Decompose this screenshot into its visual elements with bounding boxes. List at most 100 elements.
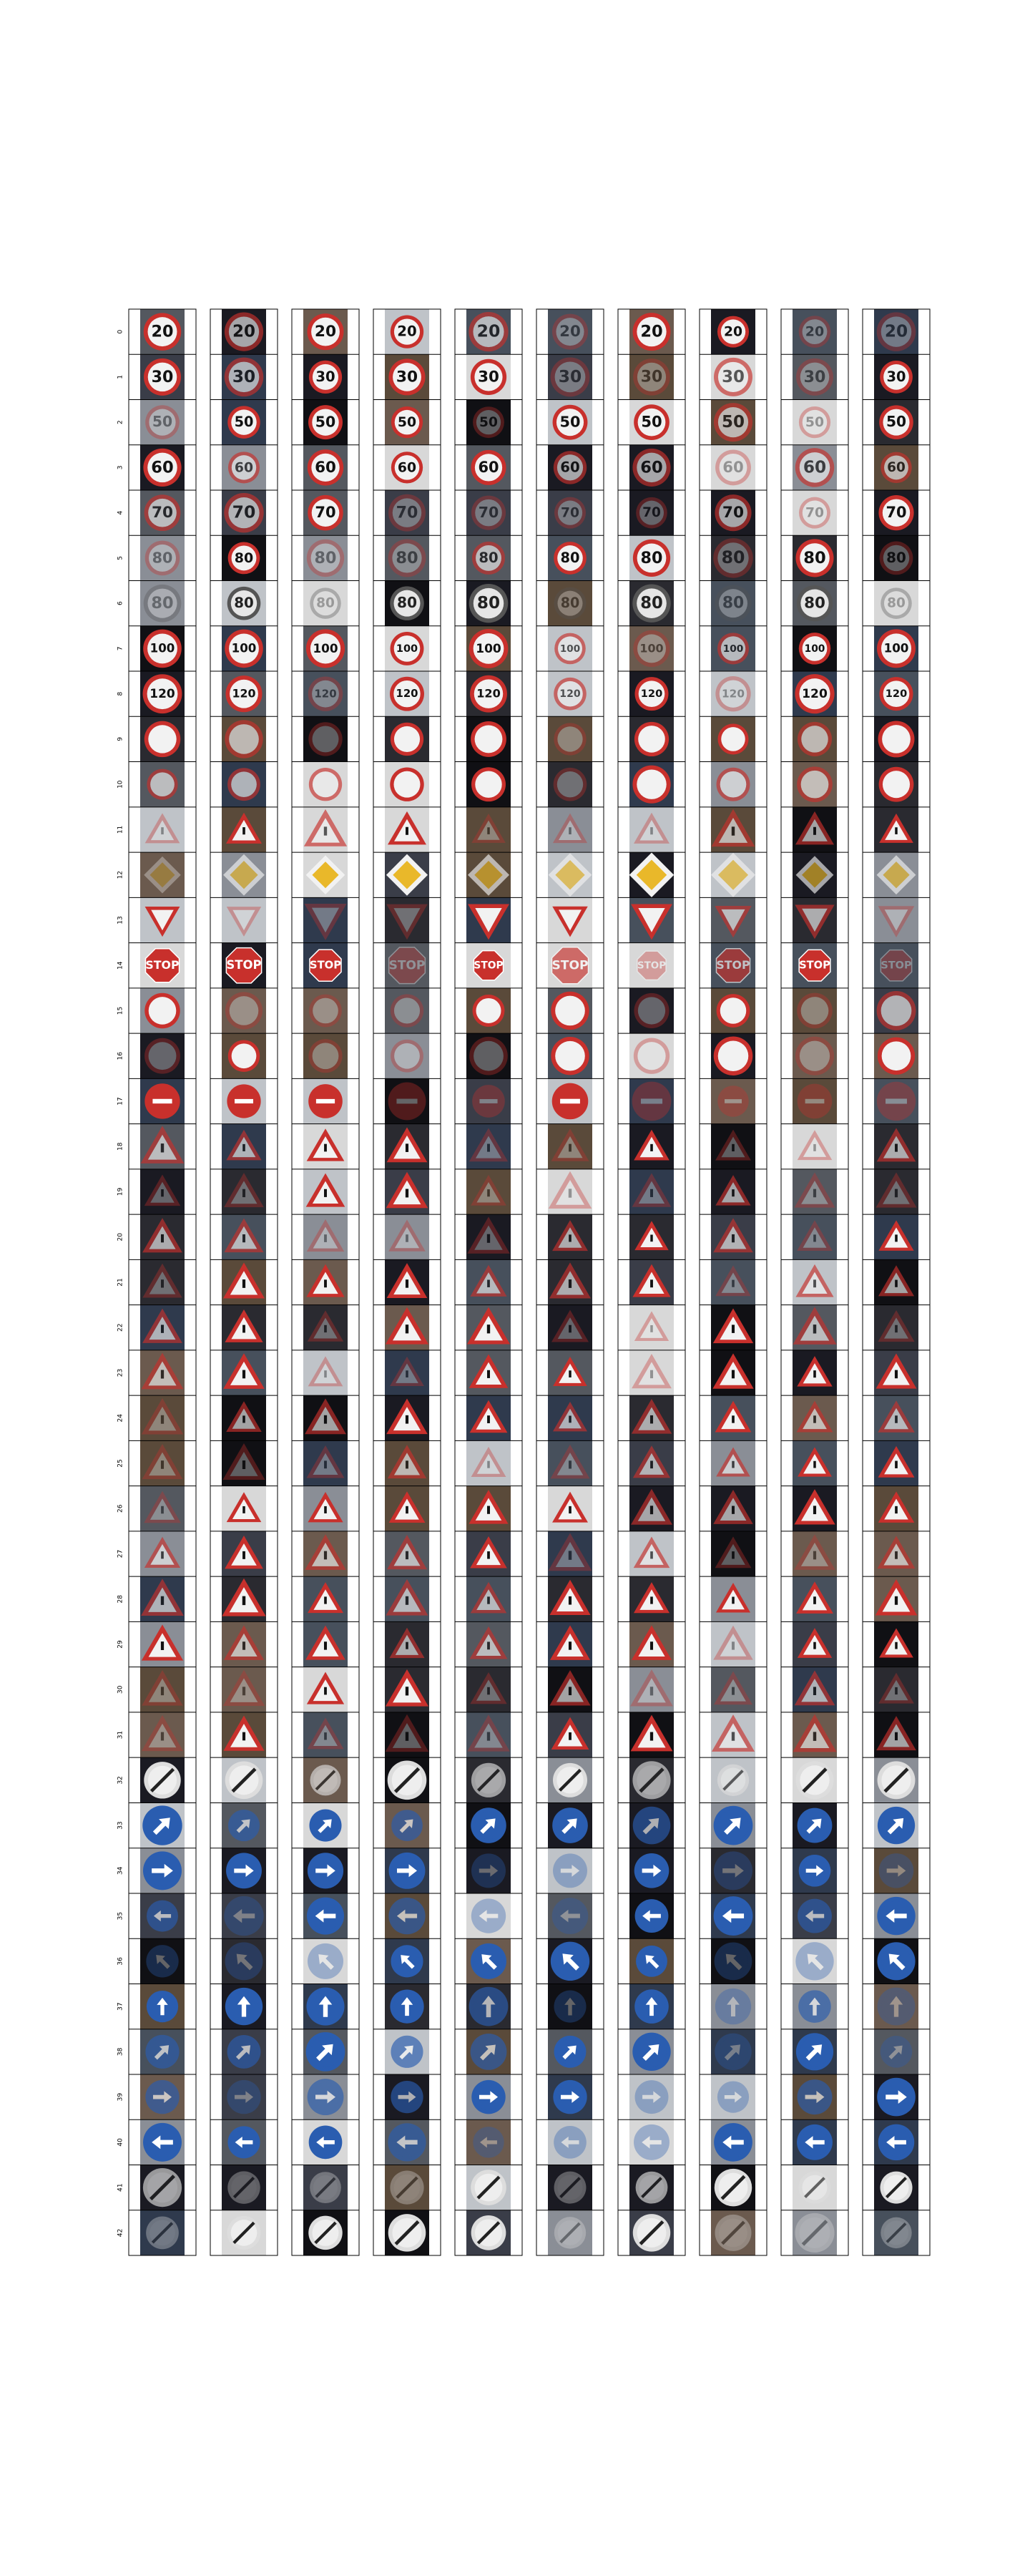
traffic-sign-icon — [715, 1175, 751, 1206]
sign-symbol: 120 — [149, 687, 175, 701]
sample-thumbnail — [385, 1350, 429, 1396]
thumbnail-background — [793, 1123, 837, 1169]
sign-symbol: 70 — [232, 502, 256, 522]
sample-thumbnail: 70 — [874, 490, 918, 536]
thumbnail-background — [303, 987, 348, 1034]
thumbnail-background — [385, 2165, 429, 2210]
traffic-sign-icon — [467, 1714, 510, 1752]
sample-thumbnail — [466, 1531, 511, 1577]
thumbnail-background — [793, 309, 837, 355]
sample-thumbnail — [385, 1621, 429, 1667]
sample-thumbnail — [548, 1169, 592, 1215]
sample-thumbnail — [548, 1848, 592, 1893]
sample-thumbnail — [222, 1485, 266, 1531]
thumbnail-background — [793, 354, 837, 400]
column-frame — [780, 308, 849, 2256]
traffic-sign-icon — [471, 813, 506, 843]
sample-thumbnail: 20 — [629, 309, 674, 355]
traffic-sign-icon: STOP — [225, 947, 263, 984]
sample-thumbnail — [629, 1259, 674, 1305]
traffic-sign-icon — [471, 1762, 506, 1797]
sample-thumbnail — [874, 1485, 918, 1531]
sample-thumbnail — [385, 1169, 429, 1215]
sample-thumbnail — [466, 1350, 511, 1396]
sign-symbol: 60 — [803, 457, 826, 477]
traffic-sign-icon — [876, 1716, 916, 1751]
thumbnail-background — [629, 354, 674, 400]
sample-thumbnail — [874, 897, 918, 943]
sample-thumbnail: 30 — [629, 354, 674, 400]
traffic-sign-icon: 70 — [554, 497, 586, 529]
sample-thumbnail — [140, 1757, 185, 1803]
thumbnail-background — [793, 1169, 837, 1215]
sample-thumbnail — [793, 761, 837, 807]
traffic-sign-icon — [469, 1036, 508, 1075]
traffic-sign-icon — [306, 1264, 345, 1297]
traffic-sign-icon — [224, 1896, 264, 1936]
traffic-sign-icon — [878, 2124, 915, 2161]
thumbnail-background — [548, 1848, 592, 1893]
sample-thumbnail — [466, 1485, 511, 1531]
sample-thumbnail — [711, 761, 755, 807]
sample-thumbnail — [548, 1259, 592, 1305]
sample-thumbnail: 60 — [793, 444, 837, 491]
traffic-sign-icon: STOP — [798, 949, 831, 982]
sign-symbol: 30 — [641, 368, 662, 386]
sign-symbol: 50 — [152, 413, 172, 430]
sample-thumbnail — [793, 1123, 837, 1169]
sample-thumbnail: STOP — [793, 942, 837, 988]
sample-thumbnail: 70 — [303, 490, 348, 536]
sign-symbol: STOP — [881, 960, 912, 972]
traffic-sign-icon — [226, 907, 262, 937]
sign-symbol: 70 — [886, 504, 906, 521]
sample-thumbnail — [793, 1078, 837, 1124]
row-label: 10 — [117, 780, 124, 789]
sample-thumbnail: 30 — [385, 354, 429, 400]
traffic-sign-icon — [469, 1490, 509, 1524]
column-frame — [291, 308, 360, 2256]
traffic-sign-icon — [390, 767, 424, 801]
sample-thumbnail — [385, 852, 429, 898]
sample-thumbnail — [222, 1123, 266, 1169]
traffic-sign-icon: 80 — [469, 583, 509, 623]
thumbnail-background — [222, 1893, 266, 1939]
thumbnail-background — [466, 1214, 511, 1260]
sample-thumbnail — [548, 2165, 592, 2210]
sample-thumbnail — [385, 1576, 429, 1622]
thumbnail-background — [711, 1259, 755, 1305]
sign-symbol: 70 — [479, 504, 499, 521]
sample-thumbnail — [385, 2074, 429, 2120]
sample-thumbnail — [793, 1033, 837, 1079]
thumbnail-background — [793, 2210, 837, 2255]
traffic-sign-icon: 50 — [798, 406, 831, 439]
traffic-sign-icon — [141, 1579, 184, 1616]
traffic-sign-icon — [308, 2125, 343, 2160]
sign-symbol: 20 — [477, 321, 501, 341]
traffic-sign-icon — [147, 1900, 178, 1932]
sample-thumbnail — [303, 1938, 348, 1984]
thumbnail-background — [303, 1350, 348, 1396]
traffic-sign-icon — [877, 1037, 916, 1075]
sample-thumbnail: 120 — [711, 671, 755, 717]
sign-symbol: 20 — [151, 323, 173, 341]
traffic-sign-icon — [141, 1714, 184, 1752]
row-label: 6 — [117, 601, 124, 605]
sample-thumbnail — [466, 1259, 511, 1305]
thumbnail-background — [629, 987, 674, 1034]
sample-thumbnail — [303, 2210, 348, 2255]
sample-thumbnail — [140, 1621, 185, 1667]
sample-thumbnail — [222, 1078, 266, 1124]
sample-thumbnail — [711, 716, 755, 762]
sign-symbol: STOP — [145, 958, 179, 972]
traffic-sign-icon — [878, 1672, 914, 1704]
sample-thumbnail — [711, 987, 755, 1034]
traffic-sign-icon: 80 — [306, 539, 345, 577]
traffic-sign-icon: 100 — [469, 629, 509, 668]
sample-thumbnail: 20 — [140, 309, 185, 355]
traffic-sign-icon — [554, 2217, 587, 2249]
traffic-sign-icon: STOP — [144, 947, 180, 983]
traffic-sign-icon — [145, 2079, 180, 2114]
row-label: 26 — [117, 1504, 124, 1513]
traffic-sign-icon — [226, 1129, 262, 1161]
traffic-sign-icon — [471, 1446, 506, 1477]
